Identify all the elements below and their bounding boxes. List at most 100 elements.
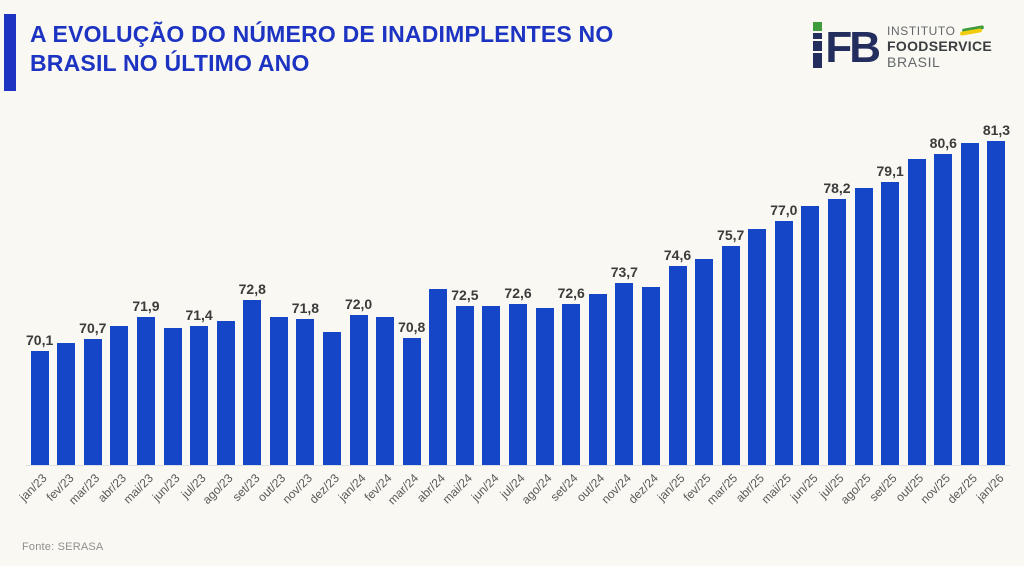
x-axis-label: nov/24: [598, 471, 635, 507]
page-title-line1: A EVOLUÇÃO DO NÚMERO DE INADIMPLENTES NO: [30, 21, 614, 47]
bar-group: abr/24: [414, 116, 451, 505]
x-axis-label: set/25: [867, 471, 901, 505]
ifb-monogram: FB: [813, 22, 881, 72]
bar-group: dez/25: [944, 116, 983, 506]
bar-group: 80,6 nov/25: [918, 116, 957, 507]
page-title: A EVOLUÇÃO DO NÚMERO DE INADIMPLENTES NO…: [30, 20, 750, 79]
bar-mar/24[interactable]: [402, 337, 421, 465]
ifb-logo: FB INSTITUTO FOODSERVICE BRASIL: [813, 22, 992, 70]
bar-jun/23[interactable]: [163, 328, 182, 465]
x-axis-label: dez/23: [306, 471, 342, 507]
x-axis-label: jan/23: [16, 471, 50, 505]
title-accent-bar: [4, 14, 16, 91]
bar-value-label: 74,6: [663, 247, 692, 264]
ifb-letters-fb: FB: [825, 23, 881, 72]
logo-instituto-label: INSTITUTO: [887, 24, 956, 38]
bar-nov/25[interactable]: [934, 153, 953, 465]
bar-ago/24[interactable]: [535, 307, 554, 465]
x-axis-label: jun/24: [468, 471, 502, 505]
bar-value-label: 72,5: [451, 286, 479, 303]
brazil-flag-icon: [959, 24, 984, 36]
bar-value-label: 81,3: [982, 121, 1011, 138]
bar-group: 70,1 jan/23: [17, 116, 54, 504]
bar-group: abr/25: [733, 116, 770, 505]
bar-group: 75,7 mar/25: [704, 116, 745, 508]
bar-group: dez/24: [625, 116, 664, 506]
bar-fev/23[interactable]: [57, 343, 76, 465]
bar-group: 72,5 mai/24: [439, 116, 479, 507]
x-axis-label: nov/25: [917, 471, 954, 507]
bar-chart: 70,1 jan/23 fev/23 70,7 mar/23 abr/23 71,9 mai/…: [17, 116, 1011, 508]
bar-dez/25[interactable]: [960, 142, 979, 465]
bar-fev/24[interactable]: [376, 316, 395, 465]
bar-value-label: 75,7: [717, 226, 745, 243]
bar-abr/25[interactable]: [748, 228, 767, 465]
x-axis-label: jun/25: [787, 471, 821, 505]
bar-jan/24[interactable]: [349, 315, 368, 465]
bar-nov/23[interactable]: [296, 318, 315, 465]
bar-mar/23[interactable]: [83, 339, 102, 465]
x-axis-label: jan/24: [335, 471, 369, 505]
bar-group: 81,3 jan/26: [973, 116, 1011, 504]
bar-value-label: 72,8: [238, 281, 266, 297]
bar-group: jun/23: [149, 116, 186, 504]
bar-jan/26[interactable]: [987, 140, 1006, 465]
bar-mai/23[interactable]: [136, 316, 155, 465]
bar-value-label: 80,6: [929, 134, 957, 151]
bar-mai/24[interactable]: [455, 305, 474, 465]
bar-nov/24[interactable]: [615, 283, 634, 465]
bar-group: fev/23: [43, 116, 79, 504]
x-axis-label: jun/23: [149, 471, 183, 505]
bar-jul/25[interactable]: [827, 198, 846, 465]
bar-value-label: 71,4: [185, 307, 213, 324]
bar-abr/23[interactable]: [110, 326, 129, 465]
bar-group: 73,7 nov/24: [599, 116, 638, 506]
bar-dez/24[interactable]: [641, 286, 660, 465]
bar-jun/24[interactable]: [482, 305, 501, 465]
bar-group: out/23: [255, 116, 292, 504]
x-axis-label: dez/24: [625, 471, 661, 507]
x-axis-label: set/23: [229, 471, 263, 505]
bar-value-label: 79,1: [876, 162, 904, 179]
logo-text: INSTITUTO FOODSERVICE BRASIL: [887, 24, 992, 70]
bar-value-label: 71,8: [291, 299, 320, 316]
x-axis-label: jan/25: [654, 471, 688, 505]
bar-jul/24[interactable]: [509, 303, 528, 465]
bar-out/24[interactable]: [588, 294, 607, 465]
bar-group: abr/23: [95, 116, 132, 505]
bar-group: 71,8 nov/23: [280, 116, 320, 507]
x-axis-label: dez/25: [944, 471, 980, 507]
bar-mar/25[interactable]: [721, 245, 740, 465]
bar-out/23[interactable]: [269, 316, 288, 465]
bar-group: ago/24: [519, 116, 558, 507]
bar-group: 79,1 set/25: [867, 116, 904, 504]
bar-mai/25[interactable]: [774, 221, 793, 465]
bar-fev/25[interactable]: [695, 258, 714, 465]
bar-value-label: 71,9: [132, 297, 160, 314]
bar-ago/25[interactable]: [854, 187, 873, 465]
bar-jan/23[interactable]: [30, 350, 49, 465]
bar-set/25[interactable]: [881, 181, 900, 465]
bar-set/23[interactable]: [243, 300, 262, 465]
ifb-letter-i: [813, 22, 823, 68]
bar-value-label: 70,7: [79, 320, 107, 337]
bar-set/24[interactable]: [562, 303, 581, 465]
bar-value-label: 78,2: [823, 179, 851, 196]
bar-abr/24[interactable]: [429, 288, 448, 465]
bar-group: fev/24: [362, 116, 398, 504]
source-note: Fonte: SERASA: [22, 541, 104, 553]
logo-foodservice-label: FOODSERVICE: [887, 38, 992, 54]
bar-value-label: 73,7: [610, 264, 638, 281]
bar-ago/23[interactable]: [216, 320, 235, 465]
bar-group: 74,6 jan/25: [654, 116, 692, 504]
bar-jul/23[interactable]: [190, 326, 209, 465]
bar-group: 71,4 jul/23: [179, 116, 213, 501]
bar-group: 78,2 jul/25: [817, 116, 851, 501]
bar-jan/25[interactable]: [668, 266, 687, 465]
bar-dez/23[interactable]: [322, 331, 341, 465]
bar-group: ago/23: [200, 116, 239, 507]
bar-value-label: 72,6: [557, 284, 585, 301]
bar-out/25[interactable]: [907, 159, 926, 465]
bar-jun/25[interactable]: [801, 206, 820, 465]
bar-group: 77,0 mai/25: [758, 116, 797, 506]
